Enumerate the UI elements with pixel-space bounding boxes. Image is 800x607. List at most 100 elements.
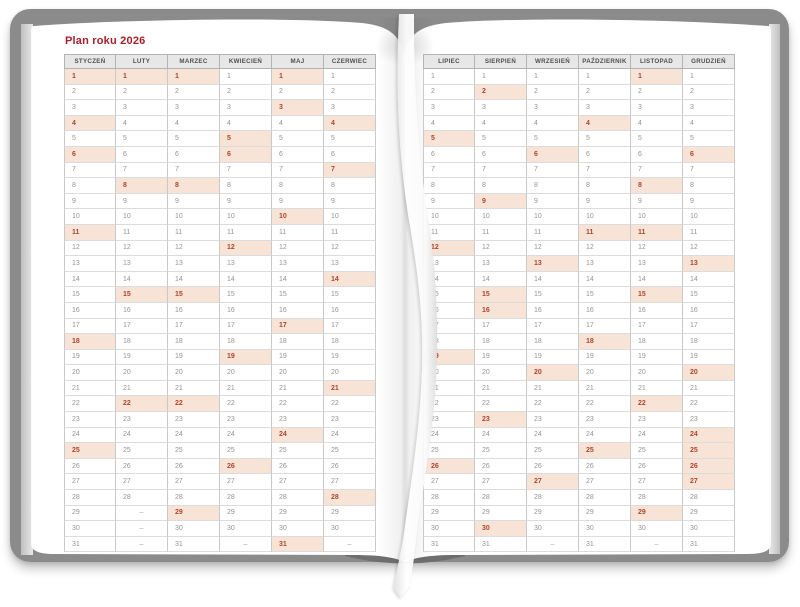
- day-cell: 23: [272, 412, 324, 428]
- day-cell-highlighted: 1: [64, 69, 116, 85]
- day-cell-highlighted: 4: [64, 115, 116, 132]
- day-cell-highlighted: 17: [272, 318, 324, 335]
- day-cell: 30: [423, 521, 475, 537]
- day-cell: 1: [683, 69, 735, 85]
- day-cell-highlighted: 19: [220, 349, 272, 366]
- day-cell: 13: [324, 256, 376, 272]
- day-cell: 28: [168, 490, 220, 506]
- day-cell: 6: [324, 146, 376, 163]
- month-header-row: LIPIEC SIERPIEŃ WRZESIEŃ PAŹDZIERNIK LISTOPA…: [423, 54, 737, 69]
- day-cell: 24: [116, 427, 168, 444]
- day-cell: 22: [579, 396, 631, 413]
- day-cell-highlighted: 27: [527, 474, 579, 491]
- day-cell: 26: [631, 458, 683, 475]
- day-cell: 21: [683, 380, 735, 397]
- day-cell: 11: [475, 224, 527, 241]
- day-cell-highlighted: 4: [324, 115, 376, 132]
- day-cell-highlighted: 16: [475, 302, 527, 319]
- day-cell: 10: [116, 209, 168, 225]
- day-cell: 12: [272, 240, 324, 257]
- day-cell: 3: [116, 100, 168, 116]
- month-header-row: STYCZEŃ LUTY MARZEC KWIECIEŃ MAJ CZERWIEC: [64, 54, 378, 69]
- day-cell: 6: [475, 146, 527, 163]
- day-cell-highlighted: 15: [475, 287, 527, 303]
- day-cell: 9: [579, 193, 631, 210]
- day-cell: 15: [683, 287, 735, 303]
- day-cell: 14: [683, 271, 735, 288]
- day-cell: 9: [631, 193, 683, 210]
- day-cell: 13: [272, 256, 324, 272]
- day-cell: 30: [272, 521, 324, 537]
- day-cell: 11: [168, 224, 220, 241]
- day-cell: 3: [220, 100, 272, 116]
- day-cell: 7: [579, 162, 631, 179]
- day-cell: 7: [423, 162, 475, 179]
- day-cell: 6: [116, 146, 168, 163]
- day-cell-highlighted: 18: [64, 334, 116, 350]
- month-header: LISTOPAD: [631, 54, 683, 69]
- day-cell: 19: [116, 349, 168, 366]
- day-cell: 26: [64, 458, 116, 475]
- day-cell: 21: [527, 380, 579, 397]
- day-cell-highlighted: 24: [272, 427, 324, 444]
- month-header: CZERWIEC: [324, 54, 376, 69]
- day-cell: 4: [475, 115, 527, 132]
- day-cell: 11: [324, 224, 376, 241]
- day-cell: 23: [579, 412, 631, 428]
- day-cell: 20: [272, 365, 324, 381]
- day-cell: 19: [475, 349, 527, 366]
- day-cell: 5: [324, 131, 376, 147]
- day-cell: 13: [423, 256, 475, 272]
- day-cell-highlighted: 8: [116, 178, 168, 194]
- day-cell: 26: [272, 458, 324, 475]
- day-cell: 7: [64, 162, 116, 179]
- day-cell: 31: [475, 536, 527, 553]
- day-cell: 20: [423, 365, 475, 381]
- day-cell-highlighted: 13: [527, 256, 579, 272]
- day-cell-highlighted: 1: [116, 69, 168, 85]
- day-cell: 27: [168, 474, 220, 491]
- day-cell-highlighted: 8: [168, 178, 220, 194]
- day-cell-highlighted: 15: [631, 287, 683, 303]
- day-cell: 22: [324, 396, 376, 413]
- day-cell: 7: [272, 162, 324, 179]
- day-cell-highlighted: 3: [272, 100, 324, 116]
- day-cell: 30: [527, 521, 579, 537]
- day-cell: 18: [423, 334, 475, 350]
- day-cell: 13: [64, 256, 116, 272]
- day-cell-highlighted: 30: [475, 521, 527, 537]
- day-cell: 6: [579, 146, 631, 163]
- day-cell: 29: [423, 505, 475, 522]
- day-cell: 1: [527, 69, 579, 85]
- day-cell-highlighted: 1: [272, 69, 324, 85]
- day-cell: 7: [475, 162, 527, 179]
- day-cell: 1: [220, 69, 272, 85]
- day-cell: 4: [683, 115, 735, 132]
- day-cell: 17: [220, 318, 272, 335]
- day-cell: 16: [116, 302, 168, 319]
- day-cell: 20: [631, 365, 683, 381]
- day-cell: 20: [220, 365, 272, 381]
- day-cell: 10: [631, 209, 683, 225]
- day-cell: 28: [272, 490, 324, 506]
- day-cell: 17: [324, 318, 376, 335]
- day-cell: 3: [579, 100, 631, 116]
- day-cell: 2: [683, 84, 735, 101]
- day-cell: 2: [220, 84, 272, 101]
- page-edge-right: [769, 24, 780, 554]
- day-cell: 10: [220, 209, 272, 225]
- day-cell-highlighted: 29: [168, 505, 220, 522]
- day-cell: 22: [527, 396, 579, 413]
- month-header: LUTY: [116, 54, 168, 69]
- day-cell: 14: [527, 271, 579, 288]
- day-cell: 16: [527, 302, 579, 319]
- day-cell: 23: [631, 412, 683, 428]
- day-cell-highlighted: 29: [631, 505, 683, 522]
- day-cell: 3: [324, 100, 376, 116]
- day-cell: 29: [220, 505, 272, 522]
- day-cell: 18: [272, 334, 324, 350]
- day-cell: 21: [631, 380, 683, 397]
- day-cell: 19: [64, 349, 116, 366]
- day-cell: 10: [324, 209, 376, 225]
